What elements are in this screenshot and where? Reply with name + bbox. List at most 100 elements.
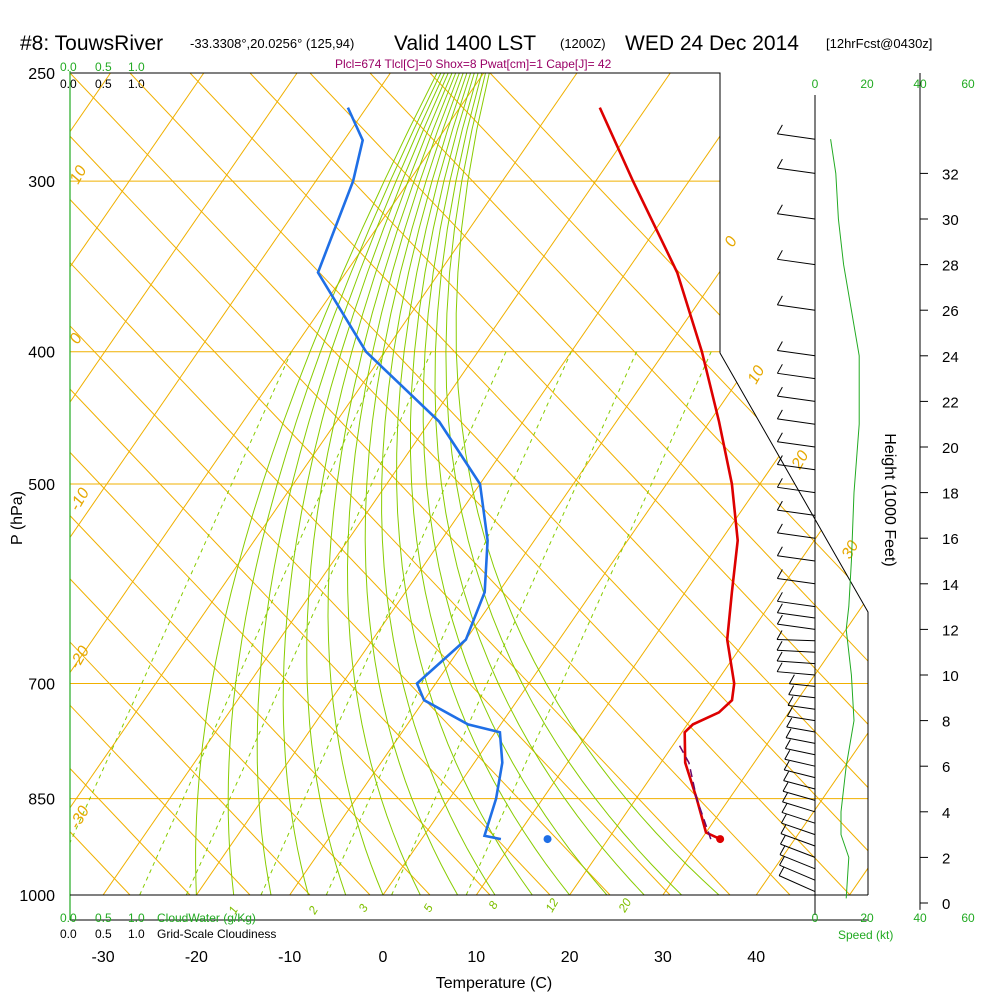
- temperature-surface-dot: [716, 835, 724, 843]
- cloudiness-scale-top-1: 0.5: [95, 77, 112, 91]
- height-tick-12: 12: [942, 622, 959, 639]
- height-tick-24: 24: [942, 349, 959, 366]
- height-tick-32: 32: [942, 166, 959, 183]
- wind-barb-flag: [777, 410, 782, 419]
- temp-tick-10: 10: [467, 949, 485, 966]
- wind-barb-flag: [777, 342, 782, 351]
- pressure-tick-250: 250: [28, 66, 55, 83]
- wind-barb: [780, 855, 815, 869]
- cloudiness-scale-bot-2: 1.0: [128, 927, 145, 941]
- dewpoint-surface-dot: [544, 835, 552, 843]
- isotherm: [0, 73, 17, 895]
- wind-barb-flag: [784, 772, 789, 781]
- param-line: Plcl=674 Tlcl[C]=0 Shox=8 Pwat[cm]=1 Cap…: [335, 57, 612, 71]
- dry-adiabat: [0, 73, 10, 895]
- height-axis-title: Height (1000 Feet): [881, 433, 898, 566]
- wind-barb-flag: [780, 835, 785, 844]
- cloudiness-scale-bot-0: 0.0: [60, 927, 77, 941]
- cloudwater-scale-bot-1: 0.5: [95, 911, 112, 925]
- temp-tick--10: -10: [278, 949, 301, 966]
- wind-barb: [785, 749, 815, 755]
- station-title: #8: TouwsRiver: [20, 32, 163, 55]
- temperature-trace: [600, 108, 738, 840]
- wind-barb: [777, 579, 815, 584]
- wind-barb-flag: [777, 125, 782, 134]
- wind-barb-flag: [785, 740, 790, 749]
- pressure-tick-700: 700: [28, 677, 55, 694]
- zulu-time: (1200Z): [560, 36, 606, 51]
- dry-adiabat-label: -20: [67, 643, 93, 672]
- station-coords: -33.3308°,20.0256° (125,94): [190, 36, 354, 51]
- wind-barb-flag: [777, 205, 782, 214]
- wind-barb: [777, 556, 815, 561]
- cloudiness-scale-top-2: 1.0: [128, 77, 145, 91]
- valid-time: Valid 1400 LST: [394, 32, 536, 55]
- wind-barb-flag: [777, 296, 782, 305]
- pressure-tick-850: 850: [28, 792, 55, 809]
- wind-barb-flag: [777, 615, 782, 624]
- wind-barb-flag: [777, 159, 782, 168]
- height-tick-0: 0: [942, 896, 950, 913]
- wind-barb: [777, 396, 815, 401]
- speed-tick-bot-60: 60: [961, 911, 975, 925]
- x-axis-title: Temperature (C): [436, 975, 552, 992]
- height-tick-4: 4: [942, 805, 950, 822]
- wind-barb-flag: [777, 364, 782, 373]
- temp-tick--20: -20: [185, 949, 208, 966]
- speed-tick-top-40: 40: [913, 77, 927, 91]
- speed-tick-bot-40: 40: [913, 911, 927, 925]
- height-tick-10: 10: [942, 668, 959, 685]
- pressure-tick-300: 300: [28, 174, 55, 191]
- wind-barb-flag: [782, 803, 787, 812]
- mixing-ratio-line: [466, 352, 711, 895]
- wind-barb-flag: [787, 718, 792, 727]
- height-tick-18: 18: [942, 486, 959, 503]
- dry-adiabat-label: 10: [745, 363, 769, 387]
- mixing-ratio-line: [140, 352, 385, 895]
- cloudwater-scale-bot-2: 1.0: [128, 911, 145, 925]
- height-tick-20: 20: [942, 440, 959, 457]
- height-tick-6: 6: [942, 759, 950, 776]
- height-tick-8: 8: [942, 714, 950, 731]
- wind-barb-flag: [780, 846, 785, 855]
- wind-barb: [777, 442, 815, 447]
- wind-barb-flag: [786, 729, 791, 738]
- temp-tick-40: 40: [747, 949, 765, 966]
- cloudwater-scale-bot-0: 0.0: [60, 911, 77, 925]
- wind-barb: [781, 823, 815, 835]
- speed-tick-top-60: 60: [961, 77, 975, 91]
- wind-barb: [777, 639, 815, 640]
- dry-adiabat-label: 0: [722, 234, 741, 250]
- cloudwater-scale-top-0: 0.0: [60, 60, 77, 74]
- height-tick-16: 16: [942, 531, 959, 548]
- speed-tick-bot-0: 0: [812, 911, 819, 925]
- speed-tick-top-0: 0: [812, 77, 819, 91]
- cloudiness-scale-bot-1: 0.5: [95, 927, 112, 941]
- wind-barb-flag: [777, 652, 782, 661]
- dry-adiabat-label: -30: [67, 803, 93, 832]
- height-tick-30: 30: [942, 212, 959, 229]
- pressure-tick-1000: 1000: [19, 888, 55, 905]
- cloudiness-scale-top-0: 0.0: [60, 77, 77, 91]
- wind-barb-flag: [777, 250, 782, 259]
- wind-barb: [777, 214, 815, 219]
- forecast-label: [12hrFcst@0430z]: [826, 36, 932, 51]
- wind-barb-flag: [777, 524, 782, 533]
- wind-barb-flag: [777, 433, 782, 442]
- speed-tick-top-20: 20: [860, 77, 874, 91]
- wind-barb-flag: [788, 696, 793, 705]
- wind-barb: [777, 487, 815, 492]
- mixing-ratio-label: 3: [355, 901, 371, 914]
- wind-barb: [777, 650, 815, 652]
- wind-speed-profile: [831, 139, 860, 898]
- wind-barb: [777, 601, 815, 606]
- dewpoint-trace: [318, 108, 502, 840]
- wind-barb-flag: [777, 641, 782, 650]
- wind-barb: [780, 844, 815, 857]
- wind-barb: [777, 373, 815, 378]
- wind-barb-flag: [777, 478, 782, 487]
- wind-barb-flag: [783, 782, 788, 791]
- y-axis-title: P (hPa): [9, 491, 26, 545]
- wind-barb-flag: [777, 387, 782, 396]
